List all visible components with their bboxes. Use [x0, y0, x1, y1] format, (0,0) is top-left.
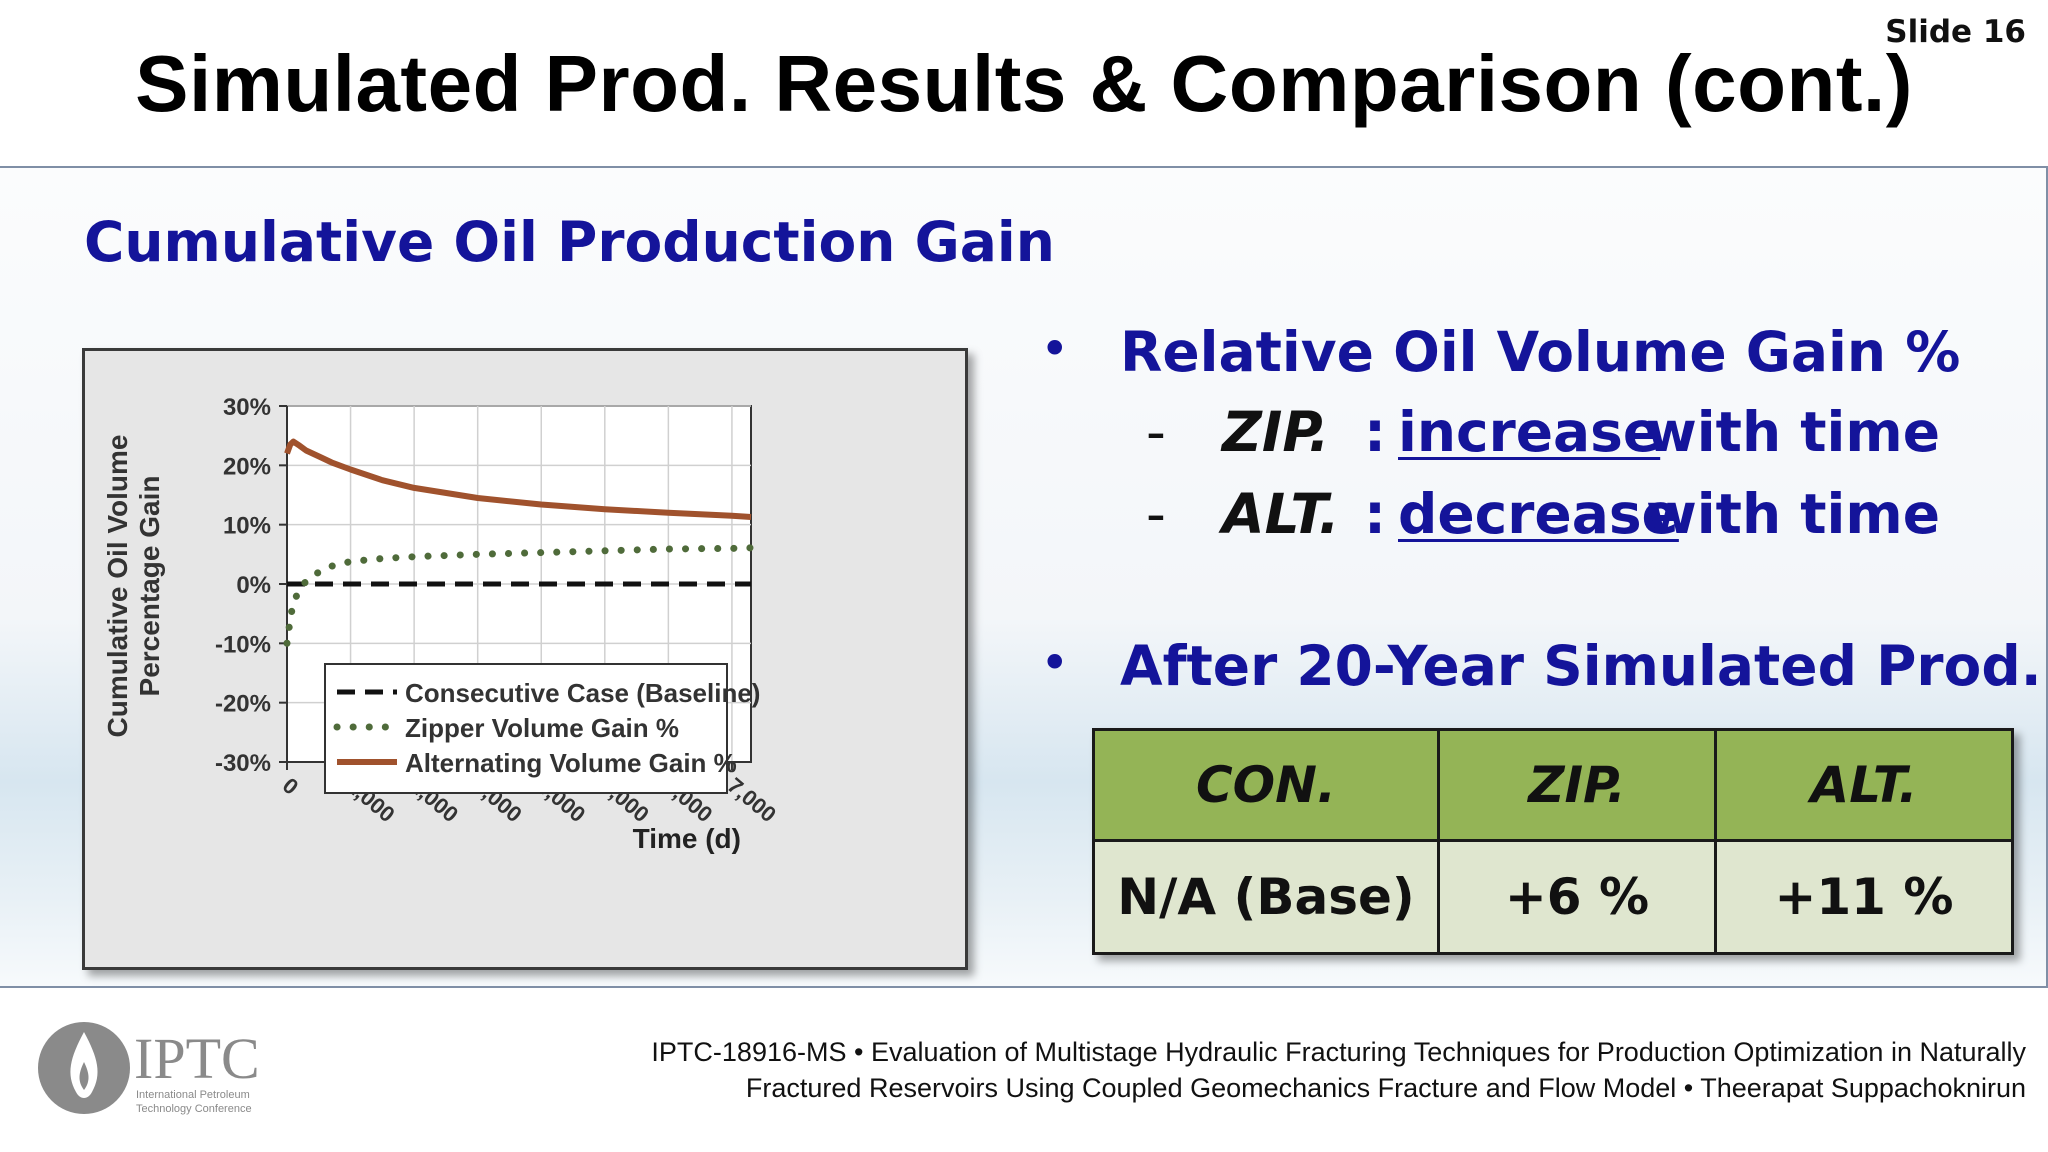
series-line-dotted	[283, 544, 755, 647]
chart: -30%-20%-10%0%10%20%30%0 1,000 2,000 3,000 4…	[102, 394, 781, 854]
sub-term-alt: ALT.	[1222, 482, 1340, 546]
sub-line-alt: - ALT. : decrease with time	[1146, 482, 1966, 552]
sub-colon-zip: :	[1364, 400, 1386, 464]
table-cell: +11 %	[1714, 839, 2014, 955]
bullet-gain-heading: Relative Oil Volume Gain %	[1120, 320, 1961, 384]
table-cell: +6 %	[1437, 839, 1717, 955]
sub-line-zip: - ZIP. : increase with time	[1146, 400, 1966, 470]
footer-reference: IPTC-18916-MS • Evaluation of Multistage…	[651, 1034, 2026, 1106]
footer-ref-line1: IPTC-18916-MS • Evaluation of Multistage…	[651, 1037, 2026, 1067]
logo-subtitle-line2: Technology Conference	[136, 1103, 252, 1115]
x-axis-title: Time (d)	[633, 823, 741, 854]
sub-dash-alt: -	[1146, 482, 1166, 546]
table-row: N/A (Base) +6 % +11 %	[1092, 839, 2014, 955]
slide-title: Simulated Prod. Results & Comparison (co…	[135, 39, 1913, 128]
x-tick-label: 7,000	[723, 773, 781, 828]
sub-term-zip: ZIP.	[1222, 400, 1330, 464]
table-header-cell: CON.	[1092, 728, 1440, 842]
x-tick-label: 0	[278, 773, 303, 800]
legend-label: Zipper Volume Gain %	[405, 713, 679, 743]
series-line-solid	[284, 438, 752, 520]
bullet-dot-1: •	[1040, 320, 1070, 378]
sub-word-zip: increase	[1398, 400, 1661, 464]
table-header-row: CON. ZIP. ALT.	[1092, 728, 2014, 842]
table-cell: N/A (Base)	[1092, 839, 1440, 955]
sub-tail-alt: with time	[1646, 482, 1941, 546]
y-axis-title-line2: Percentage Gain	[134, 476, 165, 697]
section-heading: Cumulative Oil Production Gain	[84, 210, 1055, 274]
sub-word-alt: decrease	[1398, 482, 1679, 546]
sub-dash-zip: -	[1146, 400, 1166, 464]
y-tick-label: -20%	[215, 691, 271, 718]
y-tick-label: 0%	[236, 572, 271, 599]
legend-label: Consecutive Case (Baseline)	[405, 678, 760, 708]
y-tick-label: 30%	[223, 394, 271, 421]
bullet-dot-2: •	[1040, 634, 1070, 692]
footer-ref-line2: Fractured Reservoirs Using Coupled Geome…	[745, 1073, 2026, 1103]
y-tick-label: -30%	[215, 750, 271, 777]
logo-subtitle-line1: International Petroleum	[136, 1089, 250, 1101]
slide-number: Slide 16	[1885, 14, 2026, 50]
table-header-cell: ALT.	[1714, 728, 2014, 842]
bullet-after-20-year: After 20-Year Simulated Prod.	[1120, 634, 2042, 698]
y-tick-label: -10%	[215, 631, 271, 658]
y-axis-title-line1: Cumulative Oil Volume	[102, 435, 133, 738]
table-header-cell: ZIP.	[1437, 728, 1717, 842]
legend-label: Alternating Volume Gain %	[405, 748, 737, 778]
legend: Consecutive Case (Baseline) Zipper Volume…	[324, 663, 760, 794]
chart-frame: -30% -20% -10% 0% 10% 20% 30% 0 1,000 2,000 3,000 4…	[82, 348, 968, 970]
sub-tail-zip: with time	[1646, 400, 1941, 464]
logo-wordmark: IPTC	[134, 1026, 260, 1091]
y-tick-label: 20%	[223, 453, 271, 480]
y-tick-label: 10%	[223, 513, 271, 540]
iptc-logo: IPTC International Petroleum Technology …	[36, 1018, 286, 1118]
sub-colon-alt: :	[1364, 482, 1386, 546]
legend-box	[324, 663, 728, 794]
result-table: CON. ZIP. ALT. N/A (Base) +6 % +11 %	[1092, 728, 2014, 955]
